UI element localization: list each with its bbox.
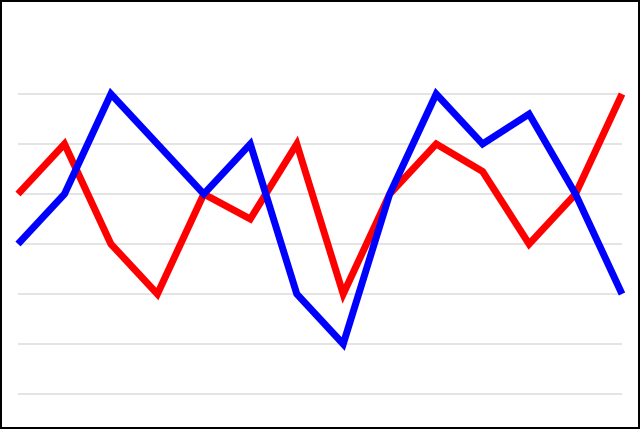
gridlines bbox=[18, 93, 622, 395]
series-lines bbox=[15, 87, 626, 351]
series-line-1 bbox=[15, 87, 626, 351]
series-line-0 bbox=[15, 92, 626, 304]
